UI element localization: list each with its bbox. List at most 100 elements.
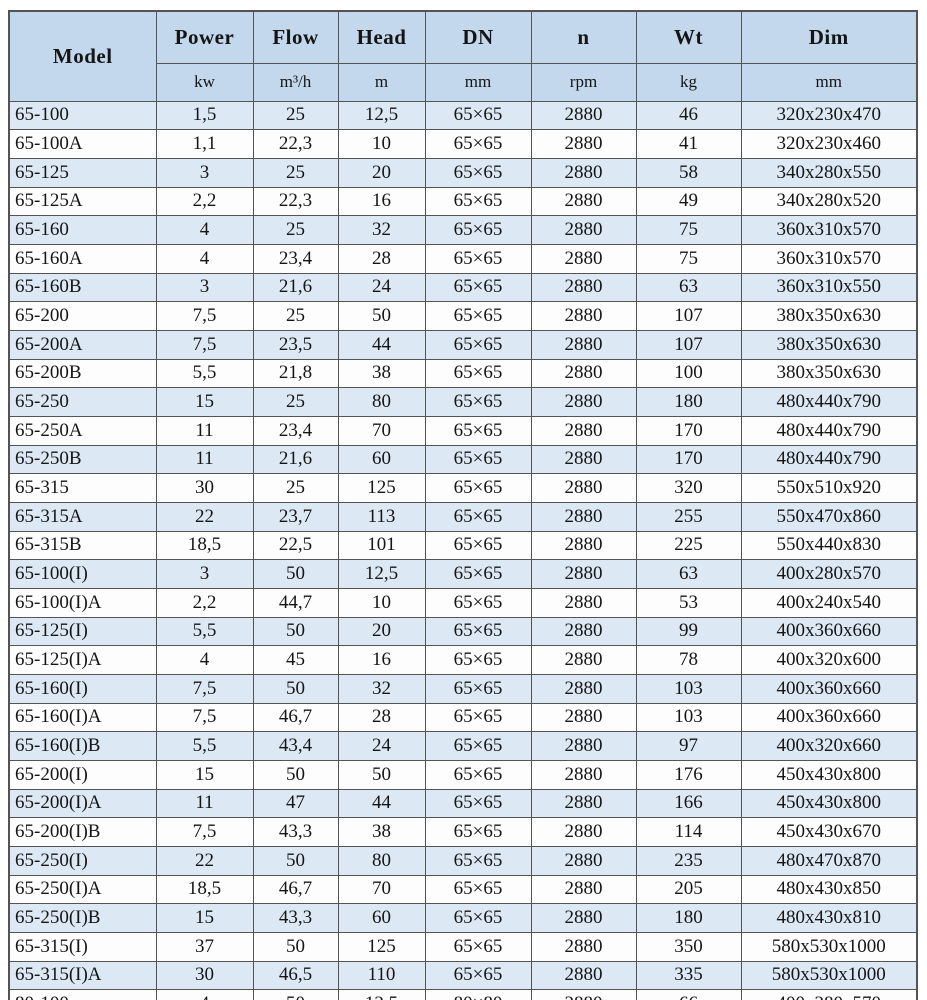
cell-head: 80 <box>337 387 426 417</box>
cell-model: 65-315 <box>8 473 157 503</box>
cell-dim: 320x230x470 <box>740 100 918 131</box>
cell-power: 7,5 <box>155 673 254 704</box>
cell-dim: 360x310x550 <box>740 272 918 303</box>
table-row: 80-10045012,580×80288066400x280x570 <box>8 989 918 1000</box>
cell-power: 7,5 <box>155 329 254 360</box>
cell-model: 65-250(I) <box>8 845 157 876</box>
cell-wt: 170 <box>635 415 742 446</box>
cell-n: 2880 <box>530 530 637 561</box>
cell-power: 30 <box>155 473 254 503</box>
cell-dim: 380x350x630 <box>740 358 918 389</box>
cell-model: 65-200(I) <box>8 759 157 790</box>
cell-model: 65-250A <box>8 415 157 446</box>
cell-model: 65-200B <box>8 358 157 389</box>
unit-power: kw <box>155 62 254 102</box>
column-header-power: Power <box>155 10 254 64</box>
cell-wt: 78 <box>635 645 742 675</box>
cell-dn: 65×65 <box>424 301 532 331</box>
table-header: Model Power Flow Head DN n Wt Dim kw m³/… <box>8 10 918 102</box>
cell-power: 22 <box>155 845 254 876</box>
cell-head: 80 <box>337 845 426 876</box>
unit-head: m <box>337 62 426 102</box>
cell-wt: 335 <box>635 960 742 991</box>
cell-power: 3 <box>155 157 254 188</box>
cell-flow: 50 <box>252 673 339 704</box>
cell-model: 65-125A <box>8 186 157 217</box>
cell-flow: 50 <box>252 616 339 647</box>
cell-dn: 65×65 <box>424 788 532 819</box>
cell-dim: 580x530x1000 <box>740 960 918 991</box>
cell-head: 28 <box>337 243 426 274</box>
table-row: 65-160(I)B 5,5 43,4 24 65×65 2880 97 400x320x66… <box>8 731 918 761</box>
cell-flow: 25 <box>252 157 339 188</box>
cell-dn: 65×65 <box>424 444 532 475</box>
table-row: 65-200 7,5 25 50 65×65 2880 107 380x350x630 <box>8 301 918 331</box>
cell-head: 20 <box>337 157 426 188</box>
cell-dim: 400x320x660 <box>740 731 918 761</box>
cell-head: 16 <box>337 186 426 217</box>
cell-wt: 180 <box>635 903 742 933</box>
cell-dim: 320x230x460 <box>740 129 918 159</box>
cell-dn: 65×65 <box>424 616 532 647</box>
cell-dim: 450x430x670 <box>740 817 918 847</box>
cell-wt: 53 <box>635 587 742 618</box>
table-row: 65-315(I)A 30 46,5 110 65×65 2880 335 580x530x1… <box>8 960 918 991</box>
cell-head: 38 <box>337 358 426 389</box>
cell-dn: 65×65 <box>424 759 532 790</box>
cell-model: 65-160(I)A <box>8 702 157 733</box>
cell-wt: 107 <box>635 301 742 331</box>
cell-dim: 480x430x850 <box>740 874 918 905</box>
cell-model: 65-250B <box>8 444 157 475</box>
cell-wt: 58 <box>635 157 742 188</box>
cell-n: 2880 <box>530 243 637 274</box>
cell-model: 65-200(I)B <box>8 817 157 847</box>
cell-n: 2880 <box>530 444 637 475</box>
cell-wt: 180 <box>635 387 742 417</box>
cell-n: 2880 <box>530 129 637 159</box>
table-row: 65-100 1,5 25 12,5 65×65 2880 46 320x230x470 <box>8 100 918 131</box>
cell-power: 30 <box>155 960 254 991</box>
table-row: 65-160(I)A 7,5 46,7 28 65×65 2880 103 400x360x6… <box>8 702 918 733</box>
cell-n: 2880 <box>530 903 637 933</box>
cell-dim: 400x240x540 <box>740 587 918 618</box>
cell-n: 2880 <box>530 329 637 360</box>
table-row: 65-315(I) 37 50 125 65×65 2880 350 580x530x1000 <box>8 931 918 962</box>
table-row: 65-125(I)A 4 45 16 65×65 2880 78 400x320x600 <box>8 645 918 675</box>
cell-model: 65-250(I)B <box>8 903 157 933</box>
cell-flow: 23,4 <box>252 415 339 446</box>
cell-wt: 107 <box>635 329 742 360</box>
cell-wt: 41 <box>635 129 742 159</box>
cell-dn: 65×65 <box>424 358 532 389</box>
cell-wt: 350 <box>635 931 742 962</box>
cell-model: 65-100 <box>8 100 157 131</box>
cell-n: 2880 <box>530 501 637 532</box>
cell-head: 110 <box>337 960 426 991</box>
cell-dn: 65×65 <box>424 903 532 933</box>
cell-model: 65-160(I) <box>8 673 157 704</box>
header-row-units: kw m³/h m mm rpm kg mm <box>9 62 918 102</box>
cell-dn: 65×65 <box>424 817 532 847</box>
cell-head: 38 <box>337 817 426 847</box>
table-row: 65-125A 2,2 22,3 16 65×65 2880 49 340x280x520 <box>8 186 918 217</box>
cell-wt: 49 <box>635 186 742 217</box>
cell-flow: 21,8 <box>252 358 339 389</box>
cell-head: 44 <box>337 788 426 819</box>
cell-model: 65-100A <box>8 129 157 159</box>
cell-dim: 400x320x600 <box>740 645 918 675</box>
cell-head: 20 <box>337 616 426 647</box>
cell-dn: 65×65 <box>424 673 532 704</box>
cell-dim: 380x350x630 <box>740 301 918 331</box>
table-row: 65-160B 3 21,6 24 65×65 2880 63 360x310x550 <box>8 272 918 303</box>
cell-flow: 25 <box>252 387 339 417</box>
header-row-labels: Model Power Flow Head DN n Wt Dim <box>8 10 918 102</box>
column-header-model: Model <box>8 10 157 102</box>
unit-dn: mm <box>424 62 532 102</box>
cell-wt: 225 <box>635 530 742 561</box>
table-row: 65-250A 11 23,4 70 65×65 2880 170 480x440x790 <box>8 415 918 446</box>
cell-n: 2880 <box>530 387 637 417</box>
cell-power: 37 <box>155 931 254 962</box>
cell-model: 65-125(I) <box>8 616 157 647</box>
cell-flow: 23,7 <box>252 501 339 532</box>
cell-head: 16 <box>337 645 426 675</box>
cell-model: 65-160B <box>8 272 157 303</box>
